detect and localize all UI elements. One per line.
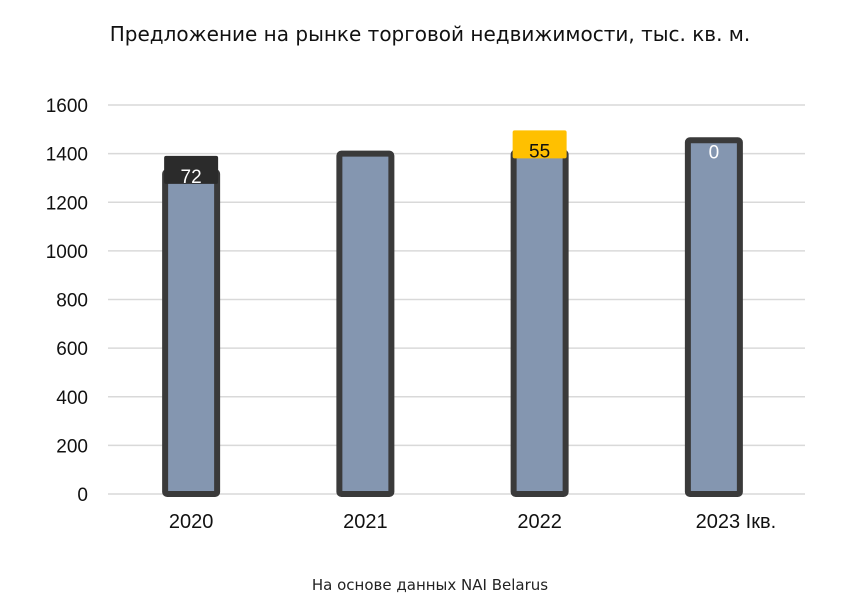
y-tick-label: 600 [56,339,88,360]
bar [684,137,743,498]
data-label: 55 [529,141,550,162]
y-tick-label: 200 [56,436,88,457]
y-tick-label: 1000 [46,242,88,263]
y-tick-label: 0 [77,485,88,506]
x-category-label: 2022 [517,511,562,533]
y-tick-label: 1400 [46,145,88,166]
data-label: 0 [709,142,720,163]
bar [162,168,221,497]
chart-title: Предложение на рынке торговой недвижимос… [109,22,751,46]
y-tick-label: 1600 [46,96,88,117]
data-labels: 72 55 0 [164,130,720,188]
x-axis-categories: 2020 2021 2022 2023 Iкв. [169,511,776,533]
y-tick-label: 800 [56,291,88,312]
y-tick-label: 1200 [46,193,88,214]
y-axis-ticks: 0 200 400 600 800 1000 1200 1400 1600 [46,96,88,506]
bars [162,137,743,498]
y-tick-label: 400 [56,388,88,409]
x-category-label: 2023 Iкв. [696,511,777,533]
x-category-label: 2021 [343,511,388,533]
chart-source-note: На основе данных NAI Belarus [311,576,549,594]
x-category-label: 2020 [169,511,214,533]
bar [510,149,569,498]
data-label-background [164,155,219,184]
data-label-background [512,130,567,159]
data-label: 72 [181,167,202,188]
bar [336,150,395,497]
